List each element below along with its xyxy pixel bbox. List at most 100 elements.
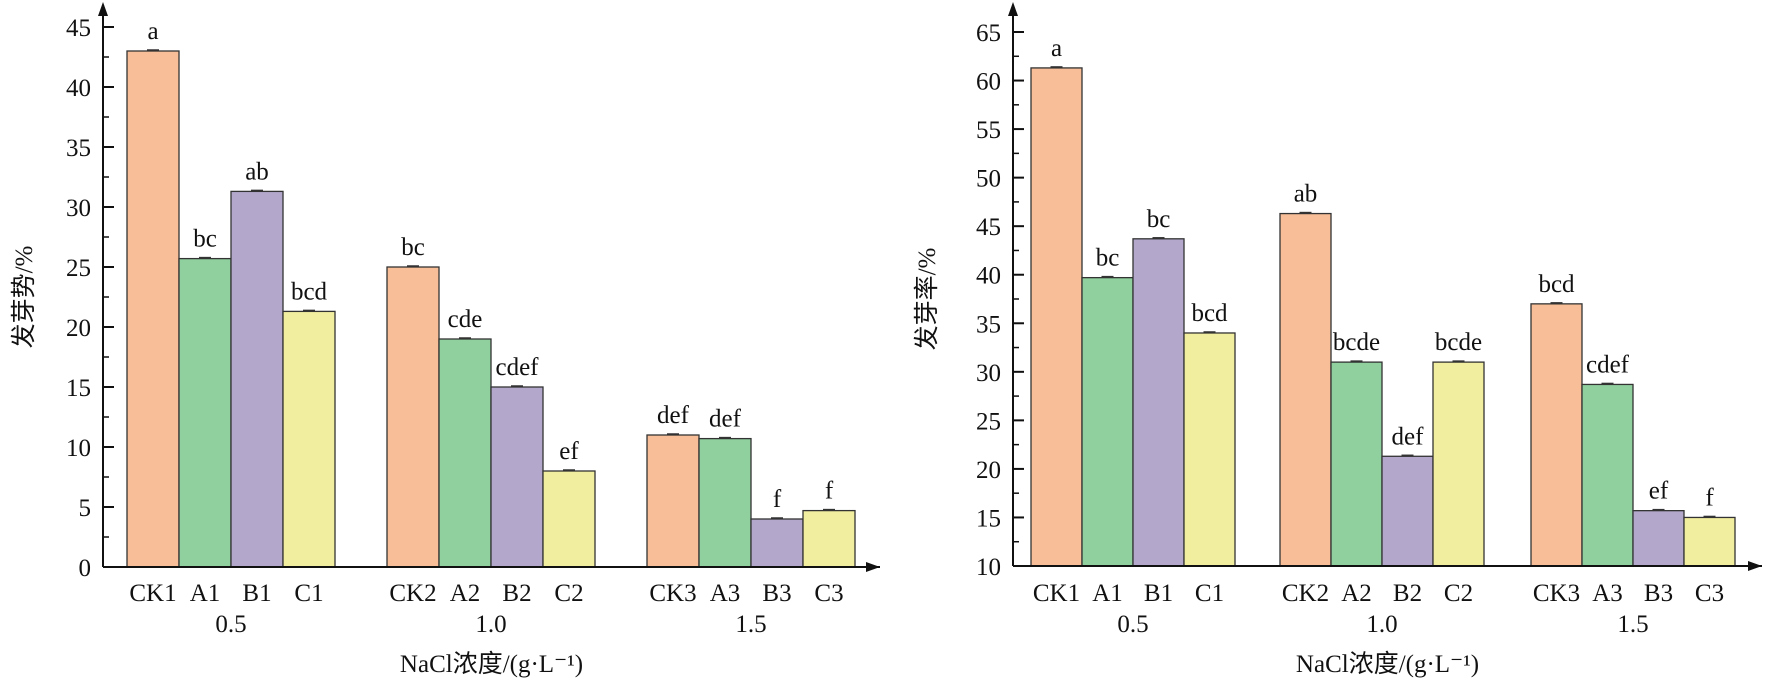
x-tick-label: C3 [1695, 580, 1724, 607]
bar-c3 [1683, 516, 1736, 567]
group-label: 1.5 [1617, 611, 1648, 638]
y-tick-label: 0 [79, 555, 92, 582]
significance-label: ef [559, 438, 579, 465]
y-tick-label: 15 [66, 375, 91, 402]
significance-label: f [1705, 484, 1714, 511]
y-tick-label: 20 [66, 315, 91, 342]
bar-ck3 [646, 434, 700, 568]
bar-a2 [438, 338, 492, 568]
x-axis-arrow-icon [866, 562, 880, 572]
y-tick-label: 35 [976, 311, 1001, 338]
x-tick-label: A1 [1092, 580, 1123, 607]
x-tick-label: B2 [1393, 580, 1422, 607]
significance-label: bc [193, 226, 217, 253]
x-axis-title: NaCl浓度/(g·L⁻¹) [400, 650, 583, 678]
bar-a2 [1330, 361, 1383, 567]
significance-label: bcde [1333, 329, 1380, 356]
x-tick-label: B1 [1144, 580, 1173, 607]
x-tick-label: C2 [1444, 580, 1473, 607]
y-tick-label: 20 [976, 457, 1001, 484]
significance-label: bcd [1538, 271, 1575, 298]
significance-label: ef [1649, 478, 1669, 505]
y-tick-label: 10 [976, 554, 1001, 581]
significance-label: ab [245, 158, 269, 185]
x-tick-label: B3 [1644, 580, 1673, 607]
x-tick-label: A2 [1341, 580, 1372, 607]
bar-b1 [1132, 238, 1185, 567]
y-tick-label: 30 [66, 195, 91, 222]
x-tick-label: CK1 [129, 580, 176, 607]
significance-label: def [1392, 423, 1425, 450]
y-tick-label: 55 [976, 117, 1001, 144]
significance-label: bcd [1191, 300, 1228, 327]
group-label: 1.0 [475, 611, 506, 638]
significance-label: a [147, 18, 158, 45]
x-tick-label: A3 [1592, 580, 1623, 607]
y-tick-label: 25 [976, 408, 1001, 435]
significance-label: bcd [291, 278, 328, 305]
y-tick-label: 50 [976, 166, 1001, 193]
y-tick-label: 35 [66, 135, 91, 162]
x-tick-label: C3 [814, 580, 843, 607]
bar-ck1 [1030, 67, 1083, 567]
bar-c1 [282, 310, 336, 568]
x-tick-label: CK3 [649, 580, 696, 607]
bar-b2 [1381, 455, 1434, 567]
y-tick-label: 10 [66, 435, 91, 462]
bar-c3 [802, 509, 856, 568]
chart-2: aCK1bcA1bcB1bcdC10.5abCK2bcdeA2defB2bcde… [913, 2, 1762, 678]
bar-b1 [230, 190, 284, 568]
y-tick-label: 25 [66, 255, 91, 282]
significance-label: def [657, 402, 690, 429]
significance-label: ab [1294, 181, 1318, 208]
significance-label: a [1051, 35, 1062, 62]
significance-label: bc [401, 234, 425, 261]
y-tick-label: 30 [976, 360, 1001, 387]
x-axis-arrow-icon [1748, 561, 1762, 571]
bar-b3 [750, 518, 804, 568]
significance-label: cde [448, 306, 483, 333]
significance-label: f [825, 478, 834, 505]
significance-label: cdef [495, 354, 539, 381]
y-tick-label: 65 [976, 20, 1001, 47]
significance-label: bc [1147, 206, 1171, 233]
y-tick-label: 45 [66, 15, 91, 42]
x-tick-label: A1 [190, 580, 221, 607]
x-tick-label: B2 [502, 580, 531, 607]
x-tick-label: CK2 [389, 580, 436, 607]
y-tick-label: 5 [79, 495, 92, 522]
x-tick-label: B3 [762, 580, 791, 607]
bar-b2 [490, 386, 544, 568]
y-tick-label: 40 [976, 263, 1001, 290]
bar-ck2 [386, 266, 440, 568]
y-tick-label: 40 [66, 75, 91, 102]
x-tick-label: C1 [294, 580, 323, 607]
bar-c2 [1432, 361, 1485, 567]
significance-label: cdef [1586, 351, 1630, 378]
bar-a1 [178, 257, 232, 568]
y-axis-arrow-icon [98, 2, 108, 16]
y-axis-arrow-icon [1008, 2, 1018, 16]
x-tick-label: A3 [710, 580, 741, 607]
group-label: 1.0 [1366, 611, 1397, 638]
x-tick-label: CK2 [1282, 580, 1329, 607]
x-tick-label: C2 [554, 580, 583, 607]
group-label: 0.5 [1117, 611, 1148, 638]
chart-1: a CK1 bc A1 ab B1 bcd C1 0.5 bc CK2 cde A2 cdef B2 ef C2… [10, 2, 880, 678]
y-axis-title: 发芽率/% [913, 248, 941, 351]
x-tick-label: C1 [1195, 580, 1224, 607]
group-label: 0.5 [215, 611, 246, 638]
significance-label: bc [1096, 245, 1120, 272]
bar-a3 [1581, 383, 1634, 567]
y-tick-label: 45 [976, 214, 1001, 241]
y-tick-label: 60 [976, 69, 1001, 96]
bar-ck2 [1279, 212, 1332, 567]
x-tick-label: CK3 [1533, 580, 1580, 607]
x-tick-label: A2 [450, 580, 481, 607]
bar-a1 [1081, 276, 1134, 567]
x-axis-title: NaCl浓度/(g·L⁻¹) [1296, 650, 1479, 678]
bar-a3 [698, 437, 752, 568]
bar-c2 [542, 470, 596, 568]
bar-b3 [1632, 510, 1685, 567]
